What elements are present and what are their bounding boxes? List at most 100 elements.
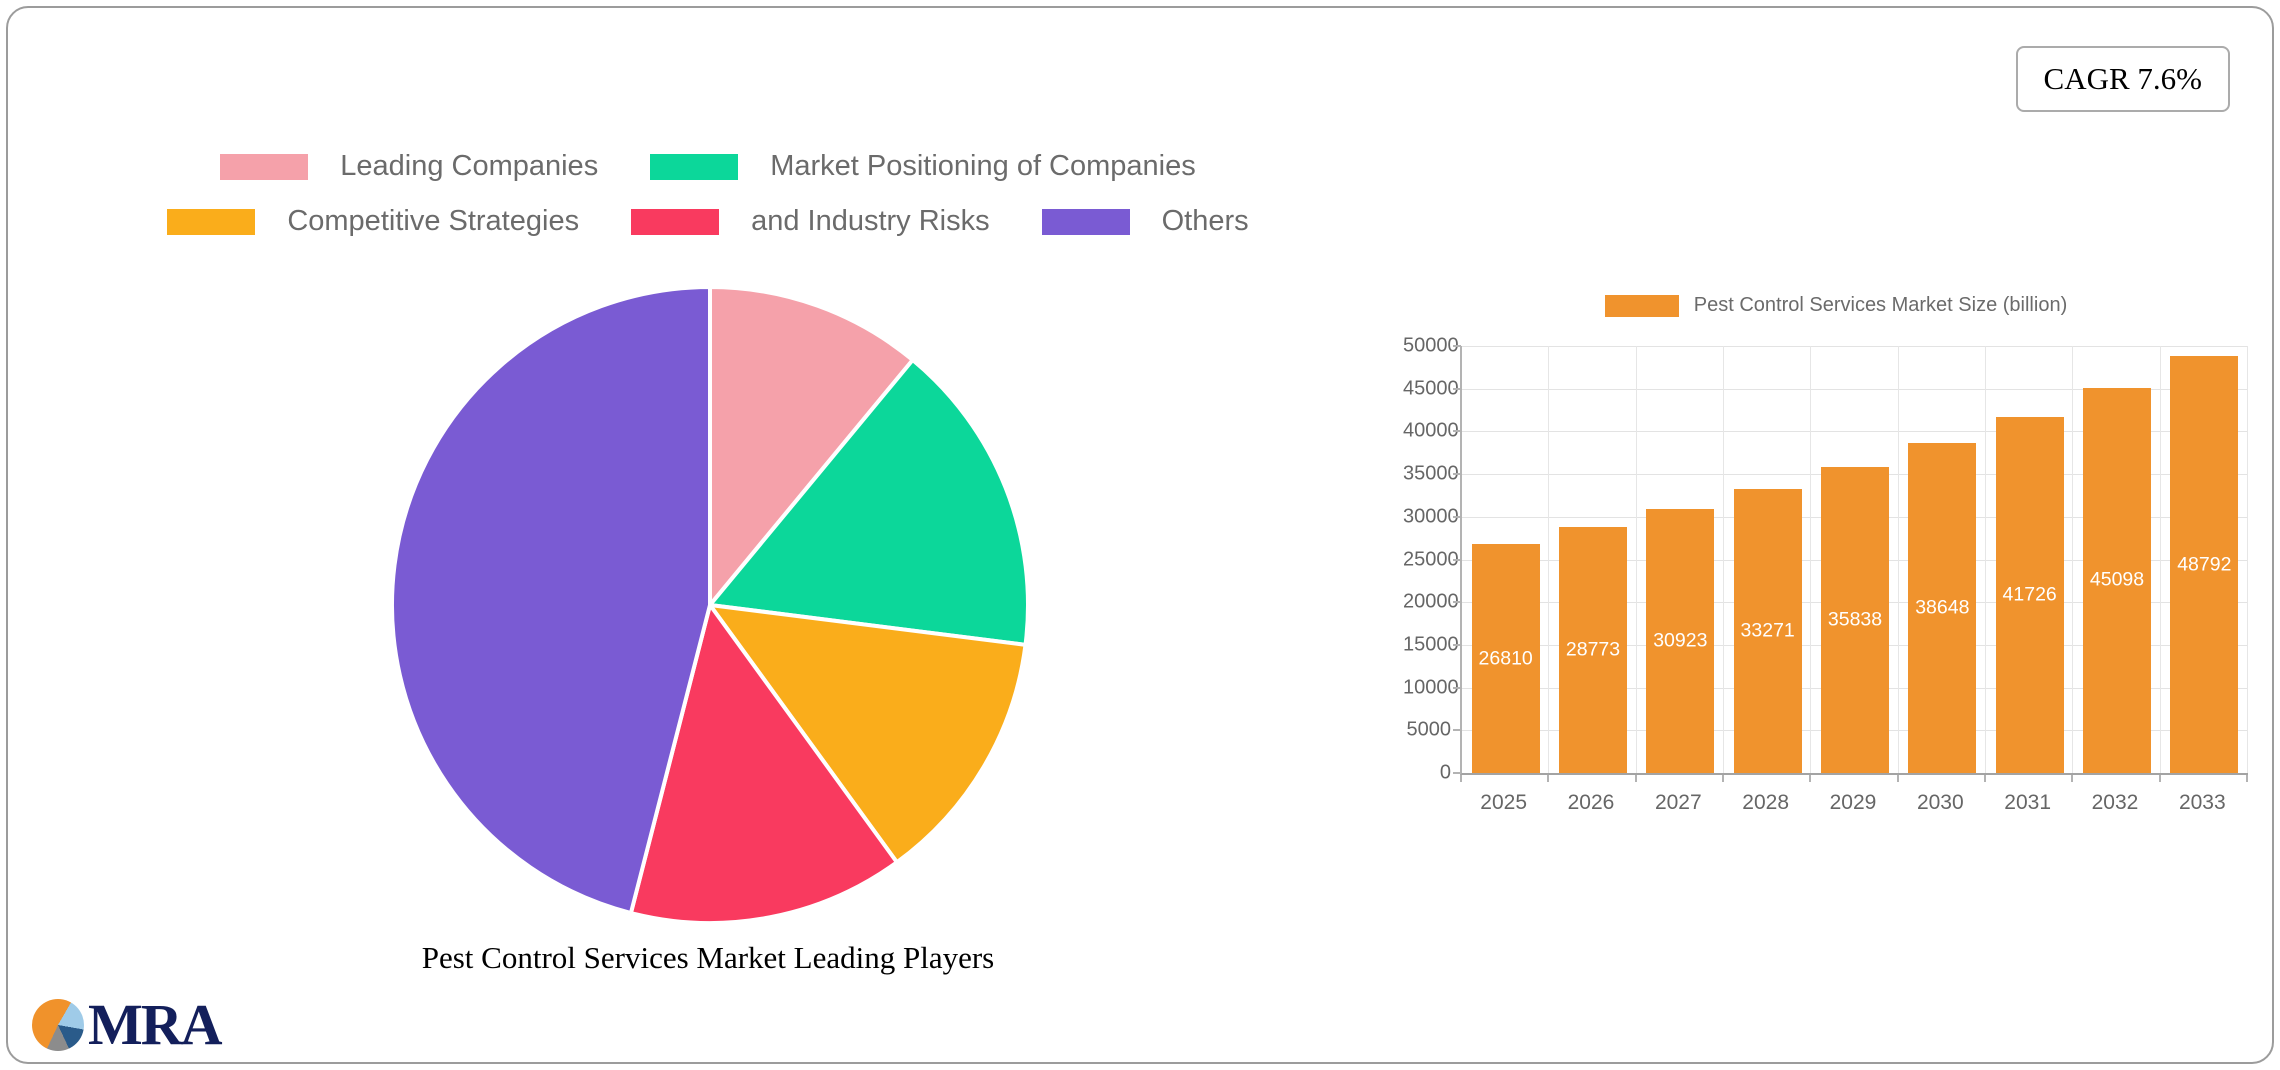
logo-text: MRA: [88, 992, 223, 1057]
y-tick-label-15000: 15000: [1403, 633, 1459, 656]
bar-2030: [1908, 442, 1977, 773]
gridline-y-50000: [1462, 346, 2248, 347]
pie-legend-item-0: Leading Companies: [220, 150, 598, 183]
bar-2028: [1733, 488, 1802, 773]
gridline-x-8: [2159, 346, 2161, 773]
pie-legend-item-2: Competitive Strategies: [167, 205, 579, 238]
pie-legend-swatch-2: [167, 208, 256, 235]
x-tick-mark-2: [1634, 775, 1637, 782]
pie-slice-0: [708, 285, 915, 607]
bar-value-label-2029: 35838: [1827, 608, 1883, 631]
x-tick-label-2033: 2033: [2178, 791, 2226, 814]
bar-2033: [2170, 356, 2239, 773]
y-tick-label-0: 0: [1439, 761, 1451, 784]
report-card: CAGR 7.6% Leading Companies Market Positi…: [6, 6, 2274, 1064]
x-tick-mark-7: [2071, 775, 2074, 782]
pie-legend-item-4: Others: [1041, 205, 1249, 238]
gridline-x-5: [1897, 346, 1899, 773]
pie-legend-label-2: Competitive Strategies: [287, 205, 580, 237]
bar-value-label-2030: 38648: [1915, 596, 1970, 619]
bar-2025: [1471, 544, 1540, 773]
pie-legend: Leading Companies Market Positioning of C…: [68, 150, 1348, 238]
x-tick-mark-3: [1722, 775, 1724, 782]
pie-chart-title: Pest Control Services Market Leading Pla…: [421, 940, 995, 975]
y-tick-mark-50000: [1453, 345, 1461, 347]
y-tick-mark-15000: [1453, 643, 1461, 646]
x-tick-label-2029: 2029: [1829, 791, 1877, 814]
gridline-y-45000: [1462, 388, 2248, 390]
y-tick-label-45000: 45000: [1403, 377, 1459, 400]
bar-2032: [2083, 387, 2151, 773]
y-tick-mark-35000: [1453, 473, 1461, 476]
pie-legend-swatch-3: [631, 208, 720, 235]
y-tick-label-30000: 30000: [1403, 505, 1459, 528]
bar-2027: [1646, 508, 1715, 773]
pie-chart: [390, 285, 1030, 925]
y-tick-mark-0: [1453, 772, 1461, 774]
y-tick-label-5000: 5000: [1406, 718, 1452, 741]
x-tick-mark-8: [2158, 775, 2161, 782]
bar-value-label-2026: 28773: [1565, 638, 1621, 661]
x-tick-mark-4: [1809, 775, 1812, 782]
pie-slice-1: [708, 357, 1030, 647]
x-tick-label-2027: 2027: [1654, 791, 1702, 814]
pie-legend-label-4: Others: [1161, 205, 1249, 237]
pie-legend-swatch-0: [220, 153, 309, 180]
bar-legend-label: Pest Control Services Market Size (billi…: [1693, 294, 2068, 316]
y-tick-mark-25000: [1453, 558, 1461, 561]
gridline-x-3: [1723, 346, 1724, 773]
pie-legend-item-1: Market Positioning of Companies: [650, 150, 1196, 183]
y-tick-label-40000: 40000: [1403, 419, 1459, 442]
y-tick-mark-30000: [1453, 515, 1461, 518]
gridline-x-7: [2072, 346, 2074, 773]
bar-value-label-2032: 45098: [2089, 568, 2145, 591]
logo-pie-icon: [32, 999, 84, 1051]
gridline-x-9: [2247, 346, 2248, 773]
pie-slice-3: [628, 603, 899, 925]
pie-legend-item-3: and Industry Risks: [631, 205, 990, 238]
pie-legend-label-0: Leading Companies: [340, 150, 599, 182]
pie-legend-swatch-1: [650, 153, 739, 180]
y-tick-label-50000: 50000: [1403, 334, 1459, 357]
x-tick-label-2031: 2031: [2004, 791, 2052, 814]
cagr-badge: CAGR 7.6%: [2015, 46, 2230, 112]
bar-chart-section: Pest Control Services Market Size (billi…: [1403, 288, 2269, 888]
x-tick-label-2025: 2025: [1480, 791, 1528, 814]
x-tick-mark-6: [1984, 775, 1986, 782]
x-tick-mark-5: [1896, 775, 1899, 782]
bar-value-label-2025: 26810: [1478, 647, 1533, 670]
x-tick-label-2032: 2032: [2091, 791, 2139, 814]
gridline-y-40000: [1462, 431, 2248, 433]
y-tick-mark-45000: [1453, 387, 1461, 390]
cagr-badge-text: CAGR 7.6%: [2043, 61, 2202, 96]
y-tick-label-10000: 10000: [1403, 676, 1459, 699]
gridline-x-6: [1985, 346, 1986, 773]
x-tick-label-2028: 2028: [1742, 791, 1790, 814]
bar-legend: Pest Control Services Market Size (billi…: [1403, 294, 2269, 317]
bar-plot-area: 26810 28773 30923 33271 35838 38648 41726 45098…: [1460, 346, 2248, 775]
y-tick-label-20000: 20000: [1403, 590, 1459, 613]
pie-legend-swatch-4: [1041, 208, 1130, 235]
y-tick-mark-40000: [1453, 430, 1461, 433]
bar-value-label-2027: 30923: [1653, 629, 1708, 652]
y-tick-mark-5000: [1453, 729, 1461, 732]
bar-value-label-2033: 48792: [2177, 553, 2232, 576]
gridline-x-1: [1548, 346, 1550, 773]
bar-2026: [1559, 527, 1627, 773]
gridline-x-2: [1635, 346, 1637, 773]
y-tick-label-25000: 25000: [1403, 548, 1459, 570]
y-tick-mark-10000: [1453, 686, 1461, 689]
x-tick-label-2026: 2026: [1567, 791, 1615, 814]
pie-legend-label-1: Market Positioning of Companies: [770, 150, 1196, 182]
bar-value-label-2028: 33271: [1740, 619, 1795, 642]
bar-2029: [1821, 466, 1889, 773]
x-tick-mark-9: [2246, 775, 2248, 782]
pie-slice-4: [390, 285, 712, 916]
bar-legend-swatch: [1604, 294, 1679, 317]
pie-legend-label-3: and Industry Risks: [751, 205, 990, 237]
bar-2031: [1995, 416, 2064, 773]
x-tick-label-2030: 2030: [1916, 791, 1964, 814]
brand-logo: MRA: [32, 992, 223, 1057]
bar-value-label-2031: 41726: [2002, 583, 2057, 606]
y-tick-label-35000: 35000: [1403, 462, 1459, 485]
